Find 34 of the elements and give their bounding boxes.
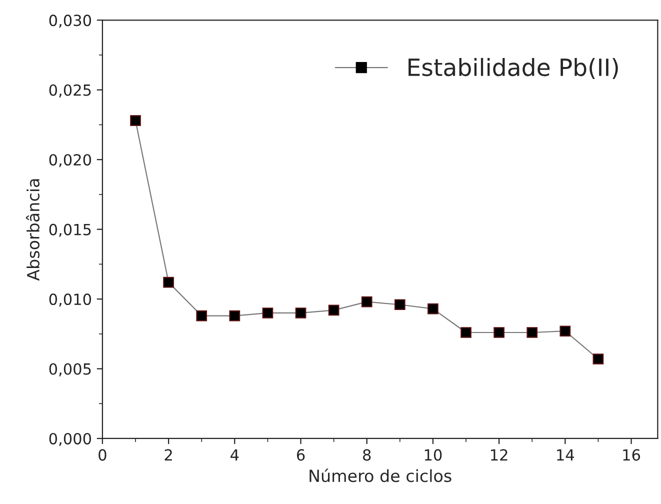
point [494,327,504,338]
y-tick-label: 0,005 [49,363,91,376]
y-tick-label: 0,020 [49,154,92,168]
point [328,304,340,316]
point [262,308,274,318]
point [229,310,240,322]
x-tick-label: 12 [491,449,508,461]
y-tick-label: 0,025 [49,84,91,98]
point [428,303,438,314]
y-tick-label: 0,015 [49,224,91,237]
point [130,115,141,126]
y-axis-title: Absorbância [26,179,40,281]
point [196,310,208,322]
point [295,308,306,318]
x-tick-label: 6 [296,449,305,461]
x-axis-title: Número de ciclos [310,468,452,482]
point [460,327,472,338]
point [394,299,406,310]
point [163,276,174,288]
point [526,327,538,338]
x-tick-label: 16 [623,449,640,461]
point [560,326,571,337]
y-tick-label: 0,000 [49,432,92,446]
legend-label: Estabilidade Pb(II) [408,58,618,79]
y-tick-label: 0,010 [49,294,92,307]
x-tick-label: 14 [557,449,574,461]
x-tick-label: 10 [424,449,442,461]
x-tick-label: 0 [98,449,106,461]
y-tick-label: 0,030 [49,14,92,28]
x-tick-label: 8 [363,449,371,461]
x-tick-label: 4 [230,449,239,461]
point [592,354,604,364]
x-tick-label: 2 [164,449,172,461]
point [361,296,372,308]
